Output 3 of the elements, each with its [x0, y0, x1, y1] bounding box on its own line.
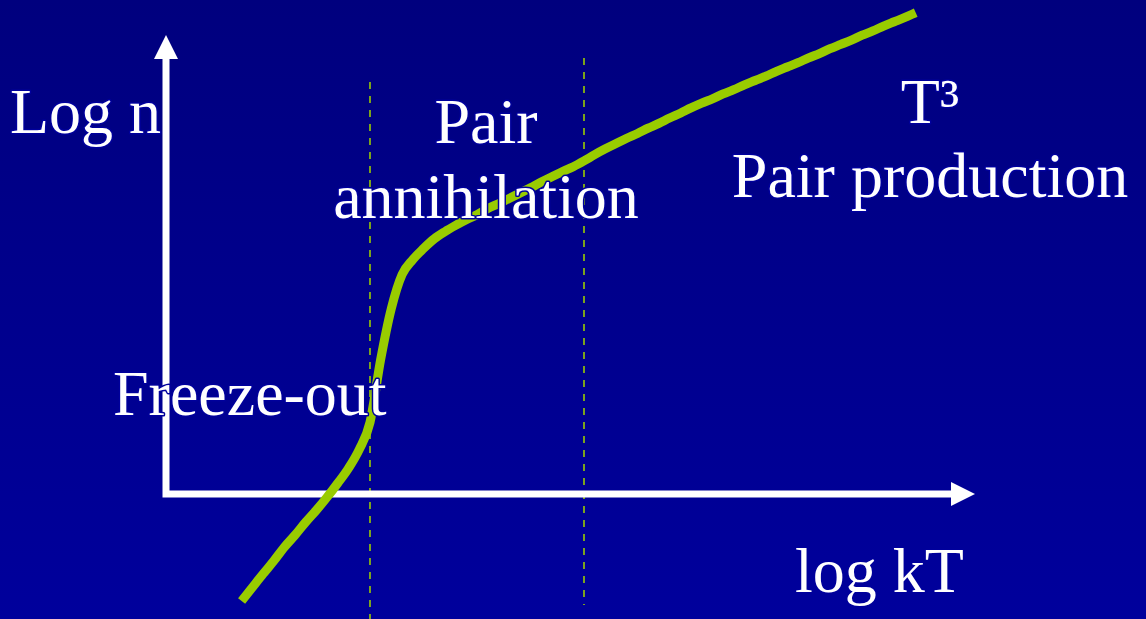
annotation: T³ Pair production [731, 66, 1129, 211]
x-axis-title: log kT [795, 535, 964, 606]
y-axis-title: Log n [10, 76, 162, 147]
